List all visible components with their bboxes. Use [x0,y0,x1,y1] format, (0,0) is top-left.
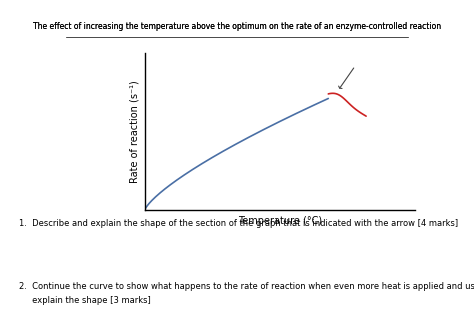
Text: The effect of increasing the temperature above the optimum on the rate of an enz: The effect of increasing the temperature… [33,22,441,31]
Text: 2.  Continue the curve to show what happens to the rate of reaction when even mo: 2. Continue the curve to show what happe… [19,282,474,291]
Text: explain the shape [3 marks]: explain the shape [3 marks] [19,296,151,305]
X-axis label: Temperature (°C): Temperature (°C) [237,216,322,226]
Text: The effect of increasing the temperature above the optimum on the rate of an enz: The effect of increasing the temperature… [33,22,441,31]
Y-axis label: Rate of reaction (s⁻¹): Rate of reaction (s⁻¹) [129,80,139,183]
Text: 1.  Describe and explain the shape of the section of the graph that is indicated: 1. Describe and explain the shape of the… [19,219,458,228]
